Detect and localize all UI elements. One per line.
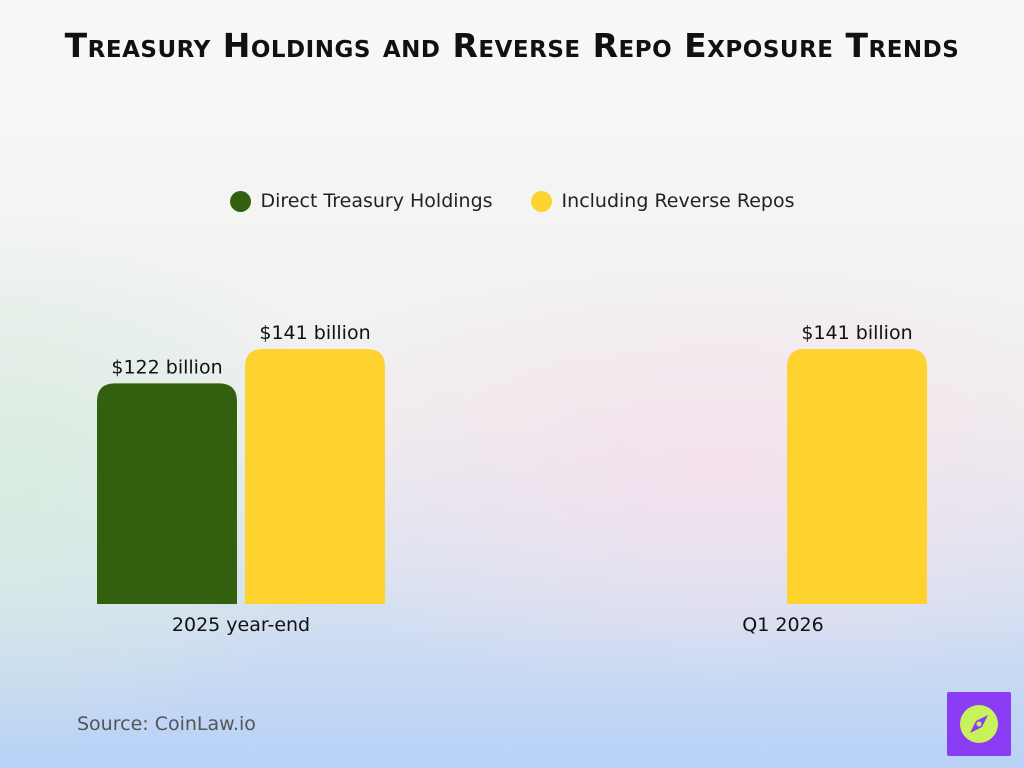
bar-including-reverse-repos-q1-2026 [787,349,927,604]
brand-logo [947,692,1011,756]
chart-title: Treasury Holdings and Reverse Repo Expos… [64,26,960,65]
data-label-including-reverse-repos-q1-2026: $141 billion [801,322,912,344]
legend-item-direct-treasury: Direct Treasury Holdings [229,190,493,212]
compass-icon [960,705,998,743]
legend-label-direct-treasury: Direct Treasury Holdings [260,190,493,212]
bar-including-reverse-repos-2025-year-end [245,349,385,604]
legend-label-reverse-repos: Including Reverse Repos [561,190,795,212]
x-tick-label-2025-year-end: 2025 year-end [172,614,310,636]
bar-direct-treasury-holdings-2025-year-end [97,383,237,604]
data-label-direct-treasury-holdings-2025-year-end: $122 billion [111,356,222,378]
data-label-including-reverse-repos-2025-year-end: $141 billion [259,322,370,344]
legend-swatch-direct-treasury [229,190,251,212]
legend-swatch-reverse-repos [530,190,552,212]
chart-legend: Direct Treasury Holdings Including Rever… [0,190,1024,212]
x-tick-label-q1-2026: Q1 2026 [742,614,823,636]
source-note: Source: CoinLaw.io [77,713,256,735]
legend-item-reverse-repos: Including Reverse Repos [530,190,795,212]
